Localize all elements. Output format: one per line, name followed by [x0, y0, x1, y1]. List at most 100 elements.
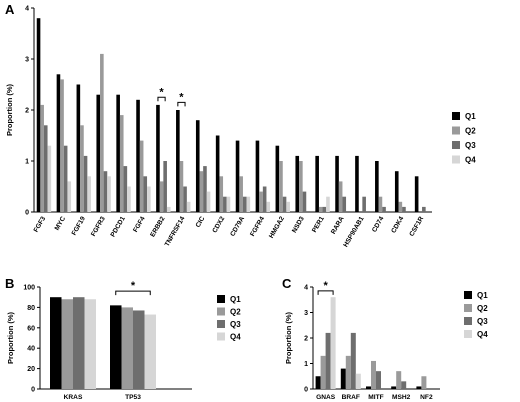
x-tick-label: GNAS [316, 394, 336, 401]
bar-q1-tp53 [110, 305, 122, 389]
bar-q3-nsd3 [302, 191, 307, 212]
bar-q3-msh2 [401, 381, 407, 389]
bar-q2-nsd3 [299, 161, 303, 212]
bar-q4-braf [355, 373, 361, 389]
y-axis-title: Proportion (%) [284, 311, 293, 364]
legend-label: Q3 [477, 317, 488, 326]
bar-q3-kras [73, 297, 85, 389]
bar-q3-erbb2 [163, 161, 167, 212]
bar-q4-myc [67, 181, 72, 212]
bar-q3-cdk4 [402, 206, 406, 212]
legend-label: Q1 [230, 295, 241, 304]
x-tick-label: MITF [368, 394, 383, 401]
legend-swatch [464, 330, 472, 338]
bar-q2-tnfrsf14 [179, 161, 184, 212]
bar-q1-fgf19 [76, 84, 81, 212]
bar-q3-mitf [376, 371, 381, 389]
bar-q2-cdx2 [219, 176, 224, 212]
legend-swatch [464, 291, 472, 299]
x-tick-label: FGFR3 [90, 215, 107, 238]
bar-q2-per1 [318, 206, 323, 212]
bar-q1-msh2 [391, 386, 397, 389]
bar-q4-cdx2 [226, 196, 231, 212]
y-tick-label: 40 [27, 346, 35, 353]
legend-label: Q3 [230, 320, 241, 329]
x-tick-label: FGF19 [71, 215, 87, 237]
bar-q4-gnas [330, 297, 336, 389]
legend-swatch [217, 332, 225, 341]
legend-label: Q1 [465, 112, 476, 121]
bar-q2-nf2 [421, 376, 427, 389]
x-tick-label: CD74 [371, 215, 386, 233]
bar-q3-fgf19 [83, 155, 88, 212]
bar-q1-gnas [315, 376, 321, 389]
y-tick-label: 60 [27, 325, 35, 332]
bar-q1-fgfr3 [96, 94, 101, 212]
bar-q1-cd79a [235, 140, 240, 212]
bar-q1-nf2 [416, 386, 422, 389]
bar-q3-cd79a [242, 196, 247, 212]
bar-q1-fgf3 [36, 18, 41, 213]
legend-label: Q4 [230, 333, 241, 342]
bar-q3-cd74 [382, 206, 386, 212]
y-tick-label: 1 [25, 159, 29, 166]
bar-q2-braf [345, 355, 351, 389]
panel-a: A Proportion (%) 0 1 2 3 4 FGF3 MYC FGF19 FGFR3 PDC… [5, 2, 476, 249]
bar-q3-hsp90ab1 [362, 196, 366, 212]
x-tick-label: CIC [195, 215, 207, 229]
bar-q3-cdx2 [223, 196, 227, 212]
bar-q2-erbb2 [159, 181, 164, 212]
y-tick-label: 2 [304, 336, 308, 343]
legend-swatch [452, 141, 460, 149]
panel-label: A [5, 2, 15, 17]
x-tick-label: RARA [330, 215, 346, 235]
bar-q3-pdcd1 [123, 166, 128, 212]
bar-q3-braf [350, 332, 356, 389]
bar-q3-tnfrsf14 [183, 186, 187, 212]
bar-q3-fgf4 [143, 176, 148, 212]
bar-q4-kras [84, 299, 96, 389]
bar-q2-rara [338, 181, 343, 212]
x-tick-label: KRAS [64, 394, 83, 401]
bar-q3-tp53 [133, 310, 145, 389]
legend-swatch [217, 307, 225, 316]
significance-marker: * [159, 86, 164, 98]
bar-q4-fgf4 [147, 186, 151, 212]
x-tick-label: TNFRSF14 [164, 215, 187, 248]
legend-swatch [464, 317, 472, 325]
bar-q1-erbb2 [156, 104, 160, 212]
x-tick-label: MYC [54, 215, 68, 231]
bar-q2-fgfr3 [100, 53, 104, 213]
bar-q1-cic [195, 120, 200, 212]
bar-q2-kras [61, 299, 73, 389]
bar-q1-braf [340, 368, 346, 389]
panel-label: C [282, 276, 292, 291]
bar-q4-cd79a [246, 196, 251, 212]
bar-q4-tp53 [144, 314, 156, 389]
x-tick-label: MSH2 [392, 394, 411, 401]
bar-q1-rara [335, 155, 339, 212]
bar-q2-hmga2 [279, 161, 283, 212]
bar-q1-csf1r [414, 176, 419, 212]
bar-q3-gnas [325, 332, 331, 389]
y-axis-title: Proportion (%) [6, 311, 15, 364]
bar-q4-erbb2 [166, 206, 171, 212]
x-tick-label: HMGA2 [268, 215, 286, 239]
y-tick-label: 20 [27, 366, 35, 373]
y-tick-label: 80 [27, 305, 35, 312]
bar-q2-fgf4 [139, 140, 144, 212]
x-tick-label: FGFR4 [249, 215, 266, 238]
legend: Q1 Q2 Q3 Q4 [464, 291, 488, 339]
legend-label: Q2 [465, 127, 476, 136]
x-tick-label: PDCD1 [110, 215, 127, 238]
bar-q2-fgfr4 [259, 191, 263, 212]
bar-q2-myc [60, 79, 64, 213]
x-tick-label: TP53 [125, 394, 141, 401]
bar-q3-myc [63, 145, 68, 212]
legend-swatch [452, 155, 460, 164]
bar-q4-fgfr4 [266, 201, 271, 212]
y-axis-title: Proportion (%) [5, 83, 14, 136]
bar-q3-per1 [322, 206, 327, 212]
bar-q2-cdk4 [398, 201, 403, 212]
